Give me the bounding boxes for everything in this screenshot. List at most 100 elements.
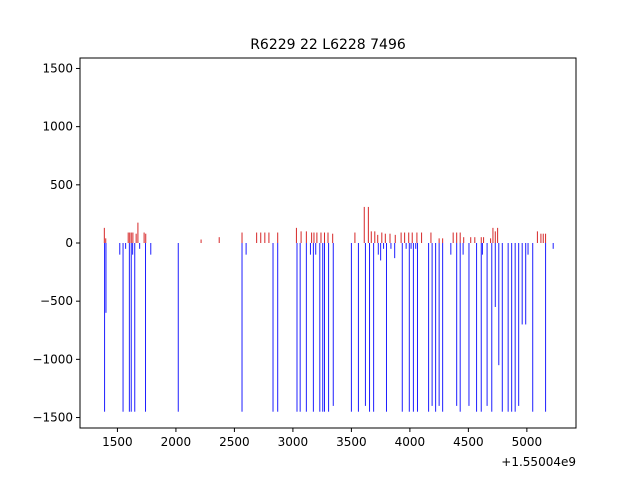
bar-s1-54: [462, 243, 464, 255]
y-tick-label: −1500: [32, 411, 73, 425]
bar-s1-22: [315, 243, 317, 255]
bar-s0-48: [456, 232, 458, 243]
bar-s1-14: [245, 243, 247, 255]
bar-s1-53: [459, 243, 461, 412]
bar-s1-25: [323, 243, 325, 412]
bar-s1-65: [511, 243, 513, 412]
bar-s1-10: [145, 243, 147, 412]
bar-s0-16: [268, 232, 270, 243]
bar-s1-45: [416, 243, 418, 412]
bar-s1-26: [328, 243, 330, 412]
bar-s0-13: [256, 232, 258, 243]
bar-s0-3: [129, 232, 131, 243]
bar-s1-64: [507, 243, 509, 412]
bar-s0-30: [367, 206, 369, 243]
bar-s1-28: [350, 243, 352, 412]
bar-s0-56: [492, 227, 494, 243]
bar-s0-2: [127, 232, 129, 243]
x-tick-label: 3500: [336, 435, 367, 449]
bar-s0-11: [218, 237, 220, 243]
bar-s1-32: [373, 243, 375, 412]
x-tick-label: 1500: [102, 435, 133, 449]
bar-s1-35: [383, 243, 385, 249]
bar-s1-51: [450, 243, 452, 255]
bar-s0-54: [483, 237, 485, 243]
bar-s0-42: [416, 232, 418, 243]
bar-s1-20: [309, 243, 311, 255]
bar-s1-15: [272, 243, 274, 412]
bar-s0-15: [264, 232, 266, 243]
bar-s1-29: [357, 243, 359, 412]
bar-s1-0: [104, 243, 106, 412]
bar-s1-56: [476, 243, 478, 412]
x-tick-label: 5000: [512, 435, 543, 449]
x-offset-label: +1.55004e9: [501, 455, 576, 469]
bar-s1-61: [494, 243, 496, 307]
bar-s1-21: [312, 243, 314, 412]
bar-s1-12: [177, 243, 179, 412]
bar-s0-17: [277, 232, 279, 243]
x-tick-label: 4000: [395, 435, 426, 449]
bar-s1-48: [435, 243, 437, 412]
bar-s1-44: [415, 243, 417, 249]
bar-s1-52: [456, 243, 458, 406]
bar-s0-18: [295, 227, 297, 243]
bar-s1-3: [122, 243, 124, 412]
bar-s0-19: [300, 231, 302, 243]
bar-s1-50: [442, 243, 444, 412]
bar-s0-40: [408, 232, 410, 243]
bar-s1-71: [532, 243, 534, 412]
bar-s1-19: [305, 243, 307, 412]
bar-s0-44: [430, 232, 432, 243]
bar-s0-46: [442, 238, 444, 243]
bar-s1-2: [119, 243, 121, 255]
bar-s0-41: [411, 232, 413, 243]
bar-s0-33: [377, 234, 379, 243]
bar-s0-59: [536, 231, 538, 243]
bar-s0-21: [311, 232, 313, 243]
bar-s0-1: [105, 238, 107, 243]
y-tick-label: 0: [65, 236, 73, 250]
x-axis: 1500 2000 2500 3000 3500 4000 4500 5000: [102, 428, 542, 449]
bar-s0-58: [497, 227, 499, 243]
bar-s0-36: [389, 233, 391, 243]
bar-s1-8: [134, 243, 136, 412]
bar-s0-50: [463, 237, 465, 243]
bar-s1-67: [518, 243, 520, 406]
bar-s1-49: [438, 243, 440, 406]
bar-s1-34: [380, 243, 382, 261]
bar-s0-9: [145, 233, 147, 243]
y-tick-label: 1500: [42, 61, 73, 75]
bar-s1-40: [405, 243, 407, 249]
bar-s0-23: [316, 232, 318, 243]
bar-s0-39: [404, 232, 406, 243]
bar-s0-22: [313, 232, 315, 243]
bar-s0-32: [374, 231, 376, 243]
bar-s0-0: [103, 227, 105, 243]
bar-s1-58: [481, 243, 483, 255]
bar-s0-52: [474, 237, 476, 243]
bar-s1-37: [390, 243, 392, 249]
bar-s1-4: [125, 243, 127, 249]
x-tick-label: 2500: [219, 435, 250, 449]
bar-s0-49: [459, 232, 461, 243]
y-tick-label: −500: [40, 294, 73, 308]
bar-s0-10: [200, 239, 202, 243]
bar-s1-11: [150, 243, 152, 255]
bar-s1-13: [241, 243, 243, 412]
x-tick-label: 4500: [453, 435, 484, 449]
bar-s1-60: [491, 243, 493, 412]
bar-s0-34: [381, 232, 383, 243]
bar-s1-38: [394, 243, 396, 259]
bar-s1-55: [468, 243, 470, 406]
bar-s1-27: [332, 243, 334, 406]
bar-s1-70: [527, 243, 529, 255]
bar-s1-24: [322, 243, 324, 412]
bar-s0-51: [470, 237, 472, 243]
chart-title: R6229 22 L6228 7496: [250, 37, 406, 53]
y-tick-label: −1000: [32, 352, 73, 366]
bar-s1-68: [521, 243, 523, 325]
bar-s0-29: [363, 206, 365, 243]
bar-s1-6: [130, 243, 132, 412]
bar-s1-17: [296, 243, 298, 412]
